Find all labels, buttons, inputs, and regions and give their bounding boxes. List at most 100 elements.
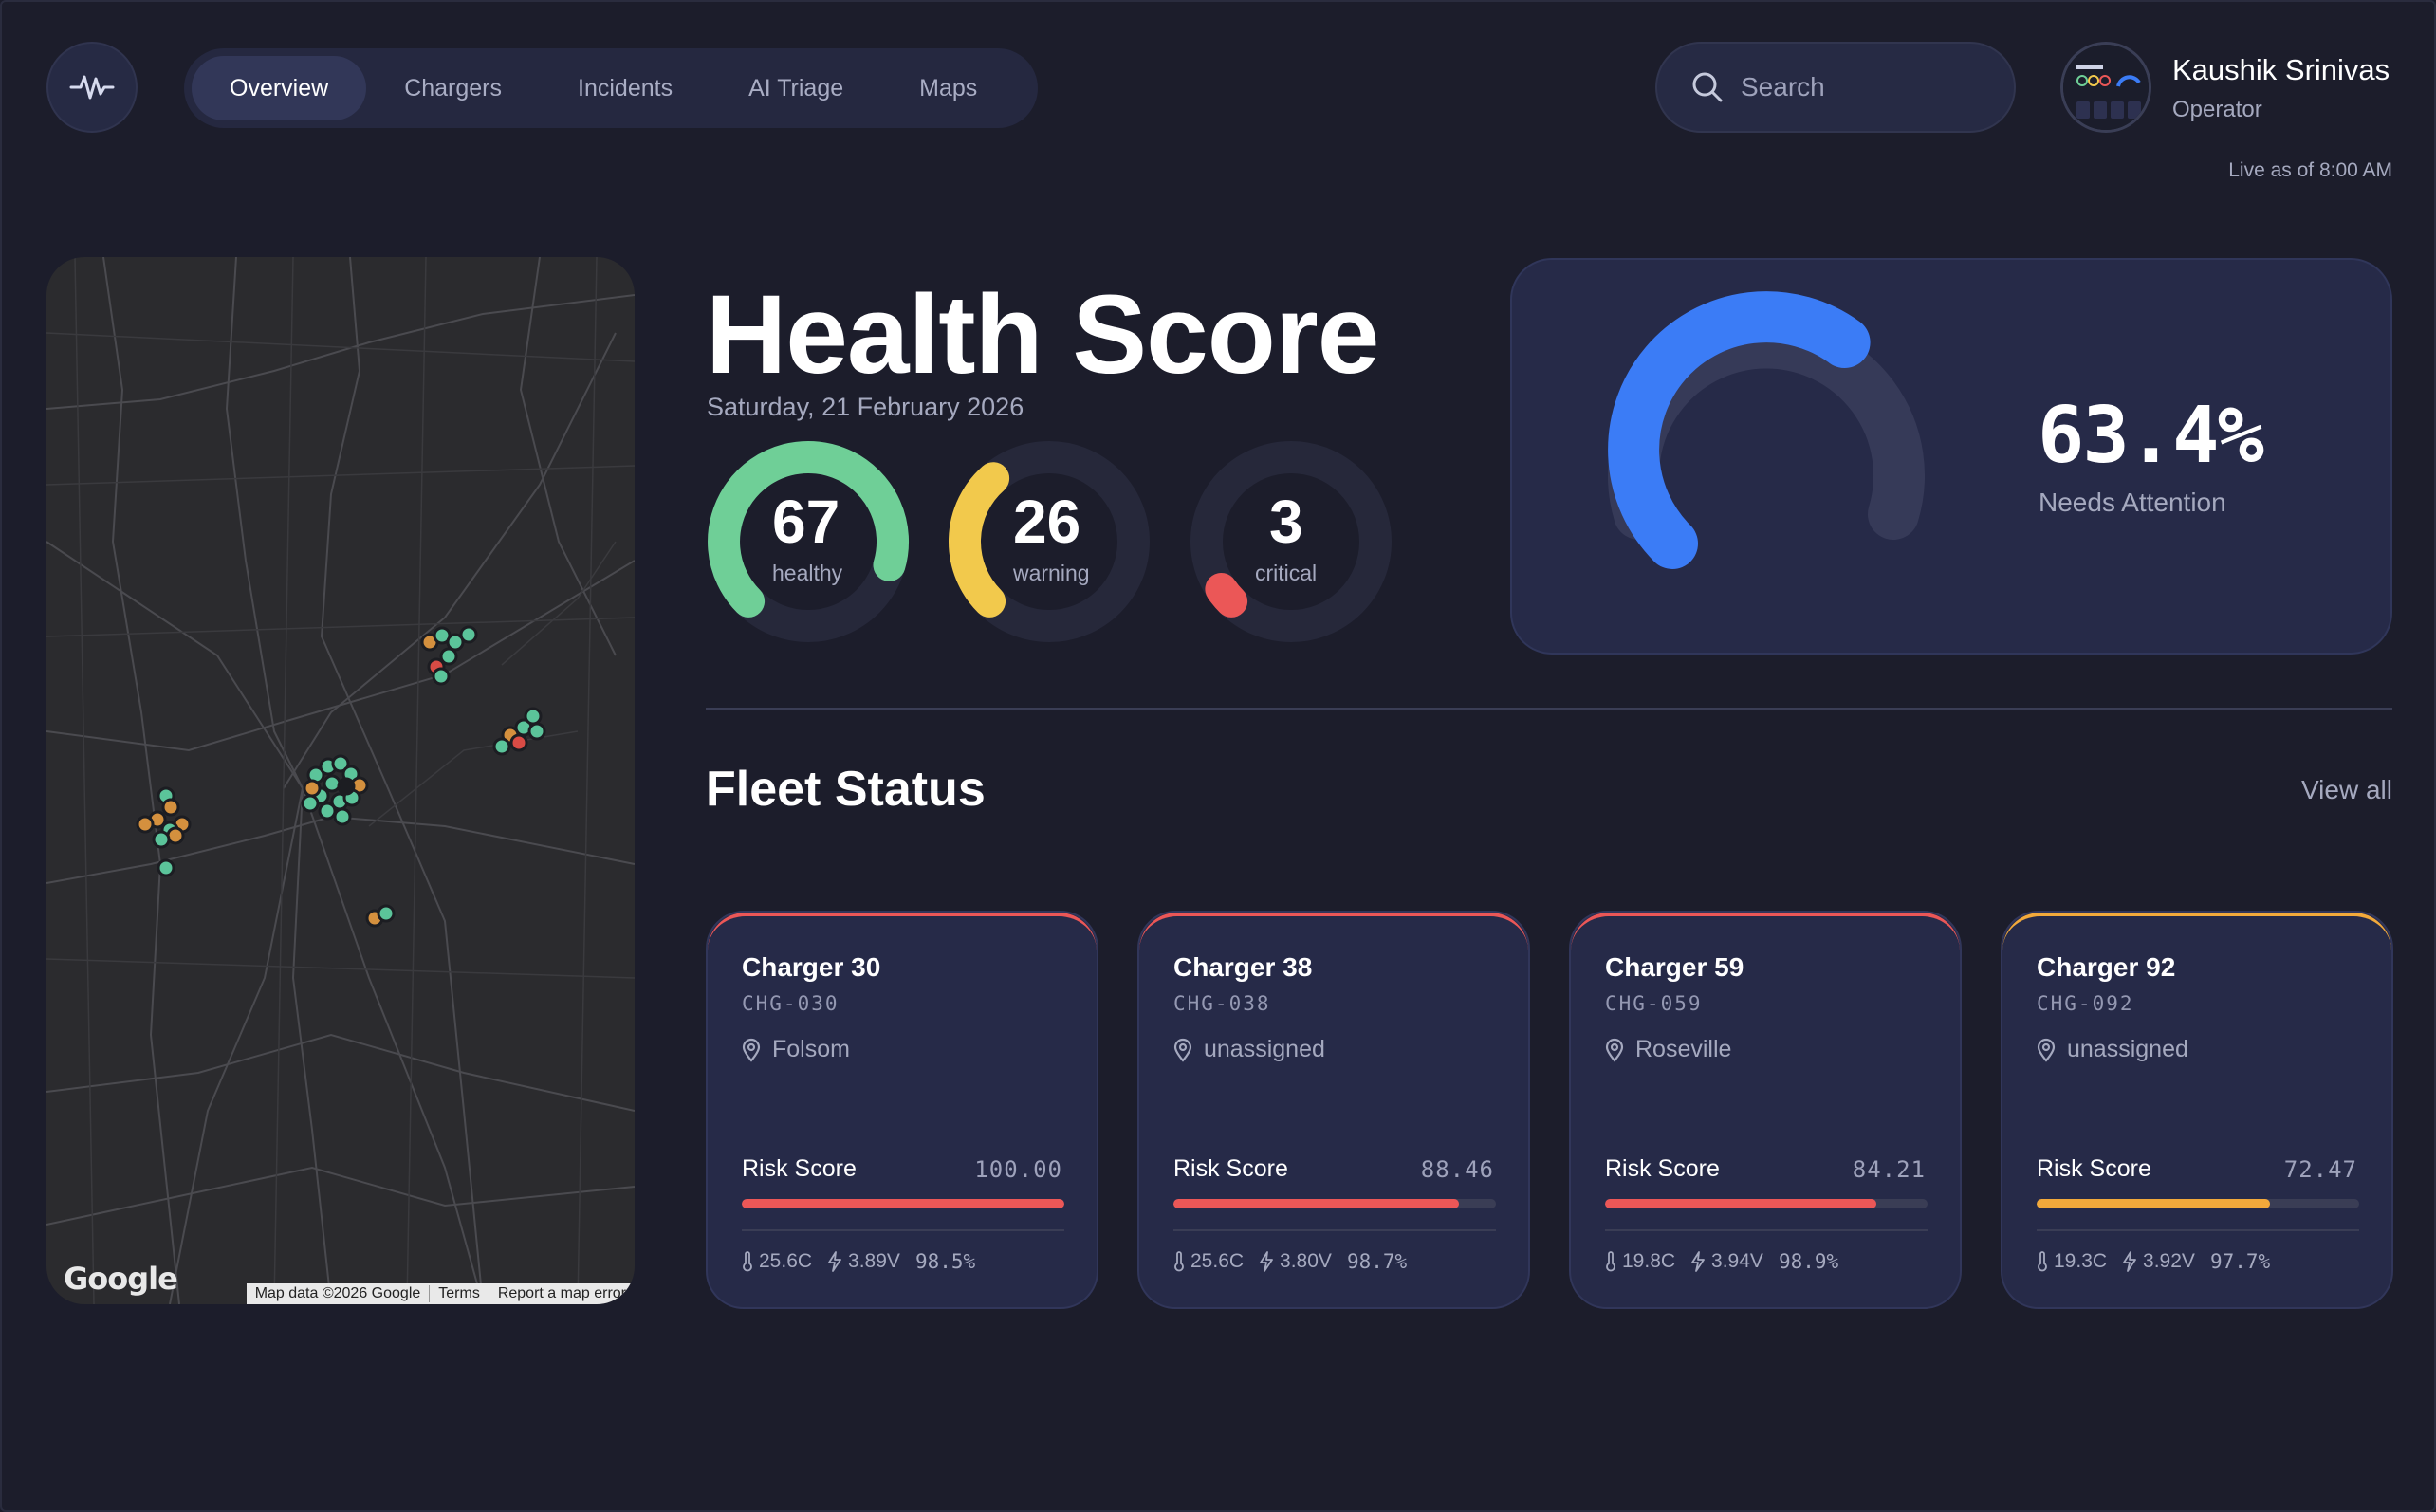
search-input[interactable] — [1741, 72, 1968, 102]
attention-gauge — [1608, 291, 1925, 569]
charger-code: CHG-059 — [1605, 992, 1703, 1015]
location-label: unassigned — [1204, 1036, 1325, 1062]
temperature-metric: 19.3C — [2037, 1250, 2107, 1273]
warning-ring: 26 warning — [947, 439, 1152, 644]
charger-card[interactable]: Charger 38 CHG-038 unassigned Risk Score… — [1137, 911, 1530, 1309]
risk-score-label: Risk Score — [1173, 1155, 1288, 1182]
thermometer-icon — [2038, 1251, 2047, 1272]
view-all-link[interactable]: View all — [2301, 775, 2392, 804]
map-terms-link[interactable]: Terms — [429, 1285, 489, 1302]
map-attribution: Map data ©2026 Google Terms Report a map… — [246, 1283, 635, 1304]
user-name: Kaushik Srinivas — [2172, 53, 2390, 86]
risk-bar-fill — [2037, 1199, 2271, 1208]
risk-score-value: 88.46 — [1420, 1156, 1494, 1183]
attention-gauge-fill — [1608, 291, 1871, 569]
charger-name: Charger 92 — [2037, 952, 2176, 982]
temperature-metric: 19.8C — [1605, 1250, 1675, 1273]
map-report-link[interactable]: Report a map error — [488, 1285, 635, 1302]
card-separator — [2037, 1229, 2359, 1231]
thermometer-icon — [1606, 1251, 1615, 1272]
needs-attention-label: Needs Attention — [2039, 488, 2226, 517]
charger-card[interactable]: Charger 92 CHG-092 unassigned Risk Score… — [2001, 911, 2393, 1309]
risk-score-value: 72.47 — [2283, 1156, 2357, 1183]
card-status-stripe — [1571, 913, 1960, 950]
card-status-stripe — [1139, 913, 1528, 950]
avatar[interactable] — [2060, 42, 2151, 133]
soc-value: 97.7% — [2209, 1250, 2271, 1273]
temperature-metric: 25.6C — [1173, 1250, 1244, 1273]
needs-attention-card: 63.4% Needs Attention — [1510, 258, 2392, 655]
charger-location: Roseville — [1605, 1036, 1731, 1063]
critical-ring: 3 critical — [1189, 439, 1393, 644]
charger-metrics: 19.3C 3.92V 97.7% — [2037, 1250, 2270, 1273]
main-nav: Overview Chargers Incidents AI Triage Ma… — [184, 48, 1038, 128]
risk-bar-fill — [742, 1199, 1064, 1208]
charger-location: unassigned — [1173, 1036, 1325, 1063]
lightning-icon — [828, 1251, 841, 1272]
map-data-credit: Map data ©2026 Google — [254, 1285, 421, 1301]
charger-name: Charger 30 — [742, 952, 881, 982]
tab-incidents[interactable]: Incidents — [578, 74, 674, 101]
lightning-icon — [1260, 1251, 1273, 1272]
location-label: Roseville — [1635, 1036, 1732, 1062]
charger-metrics: 25.6C 3.80V 98.7% — [1173, 1250, 1407, 1273]
risk-bar — [1173, 1199, 1496, 1208]
risk-bar — [2037, 1199, 2359, 1208]
charger-name: Charger 59 — [1605, 952, 1744, 982]
location-label: unassigned — [2067, 1036, 2188, 1062]
google-logo: Google — [64, 1261, 178, 1297]
page-title: Health Score — [706, 272, 1379, 397]
charger-metrics: 25.6C 3.89V 98.5% — [742, 1250, 975, 1273]
user-role: Operator — [2172, 97, 2262, 122]
tab-overview[interactable]: Overview — [192, 56, 367, 120]
location-pin-icon — [1605, 1038, 1624, 1062]
charger-code: CHG-038 — [1173, 992, 1271, 1015]
tab-ai-triage[interactable]: AI Triage — [748, 74, 844, 101]
risk-score-label: Risk Score — [2037, 1155, 2151, 1182]
risk-score-label: Risk Score — [742, 1155, 857, 1182]
charger-name: Charger 38 — [1173, 952, 1313, 982]
voltage-value: 3.80V — [1280, 1250, 1332, 1272]
fleet-map[interactable]: Google Map data ©2026 Google Terms Repor… — [46, 257, 635, 1304]
voltage-metric: 3.92V — [2122, 1250, 2195, 1273]
soc-value: 98.7% — [1346, 1250, 1408, 1273]
charger-metrics: 19.8C 3.94V 98.9% — [1605, 1250, 1838, 1273]
search-icon — [1692, 72, 1723, 102]
critical-label: critical — [1255, 561, 1318, 585]
pulse-icon — [69, 75, 115, 100]
app-logo-button[interactable] — [46, 42, 138, 133]
location-pin-icon — [1173, 1038, 1192, 1062]
voltage-value: 3.94V — [1711, 1250, 1763, 1272]
card-status-stripe — [708, 913, 1097, 950]
search-box[interactable] — [1655, 42, 2016, 133]
location-pin-icon — [2037, 1038, 2056, 1062]
risk-bar-fill — [1173, 1199, 1459, 1208]
lightning-icon — [1691, 1251, 1705, 1272]
charger-card[interactable]: Charger 59 CHG-059 Roseville Risk Score … — [1569, 911, 1962, 1309]
soc-value: 98.5% — [914, 1250, 976, 1273]
fleet-title: Fleet Status — [706, 762, 986, 817]
tab-maps[interactable]: Maps — [919, 74, 978, 101]
risk-bar — [742, 1199, 1064, 1208]
charger-card[interactable]: Charger 30 CHG-030 Folsom Risk Score 100… — [706, 911, 1098, 1309]
location-label: Folsom — [772, 1036, 850, 1062]
thermometer-icon — [1174, 1251, 1184, 1272]
charger-code: CHG-030 — [742, 992, 840, 1015]
section-divider — [706, 708, 2392, 710]
voltage-metric: 3.94V — [1690, 1250, 1763, 1273]
temperature-value: 19.3C — [2054, 1250, 2108, 1272]
temperature-value: 19.8C — [1622, 1250, 1676, 1272]
charger-code: CHG-092 — [2037, 992, 2134, 1015]
risk-score-value: 84.21 — [1852, 1156, 1926, 1183]
voltage-value: 3.89V — [848, 1250, 900, 1272]
risk-bar-fill — [1605, 1199, 1877, 1208]
risk-score-value: 100.00 — [974, 1156, 1062, 1183]
healthy-ring: 67 healthy — [706, 439, 911, 644]
temperature-value: 25.6C — [759, 1250, 813, 1272]
card-separator — [1605, 1229, 1928, 1231]
soc-value: 98.9% — [1778, 1250, 1839, 1273]
location-pin-icon — [742, 1038, 761, 1062]
tab-chargers[interactable]: Chargers — [404, 74, 503, 101]
healthy-count: 67 — [772, 488, 840, 556]
voltage-value: 3.92V — [2143, 1250, 2195, 1272]
